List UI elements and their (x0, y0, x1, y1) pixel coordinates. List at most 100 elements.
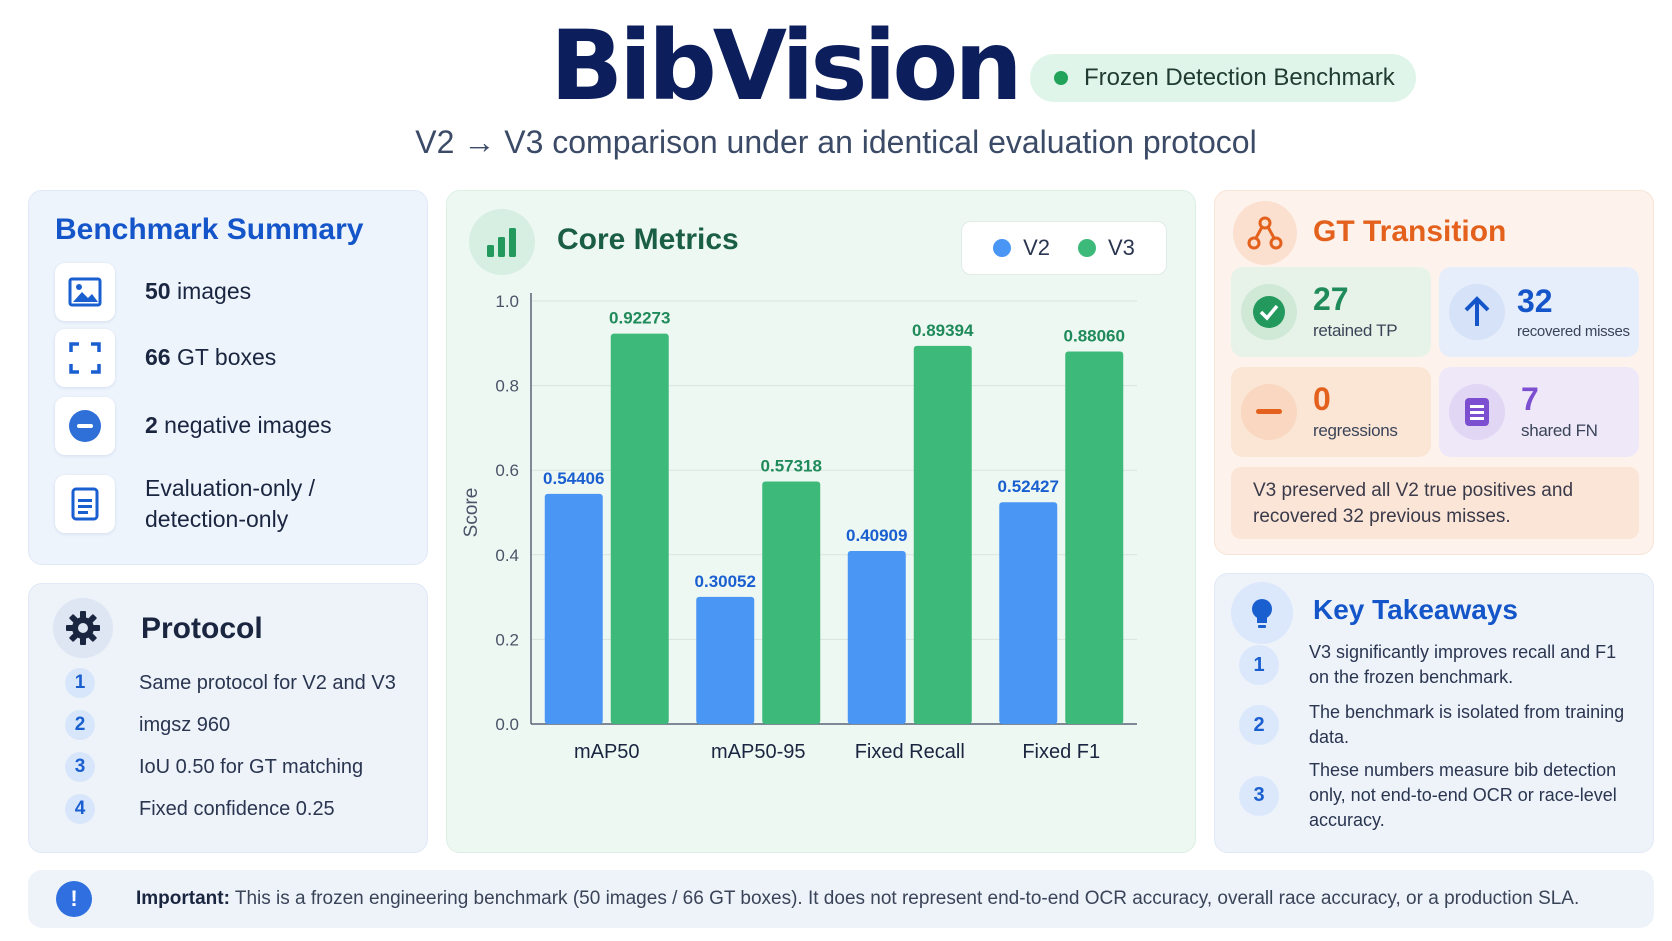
summary-text: 50 images (145, 278, 252, 305)
y-tick-label: 0.0 (495, 715, 519, 734)
gt-transition-card: GT Transition 27 retained TP 32 recovere… (1214, 190, 1654, 555)
badge-label: Frozen Detection Benchmark (1084, 64, 1395, 91)
core-metrics-card: Core Metrics V2 V3 0.0 0.2 0.4 0.6 0.8 1.0 Sco… (446, 190, 1196, 853)
minus-icon (55, 397, 115, 455)
retained-tp-value: 27 (1313, 281, 1349, 317)
benchmark-summary-card: Benchmark Summary 50 images 66 GT boxes … (28, 190, 428, 565)
protocol-step: 1 Same protocol for V2 and V3 (65, 668, 396, 698)
x-tick-label: mAP50 (574, 741, 640, 763)
regressions-label: regressions (1313, 421, 1398, 440)
gt-transition-note: V3 preserved all V2 true positives and r… (1231, 467, 1639, 539)
gt-tile-shared-fn: 7 shared FN (1439, 367, 1639, 457)
summary-item-evaluation-only: Evaluation-only / detection-only (55, 473, 315, 535)
protocol-card: Protocol 1 Same protocol for V2 and V3 2… (28, 583, 428, 853)
summary-text: 66 GT boxes (145, 344, 277, 371)
page-title: BibVision (550, 10, 1023, 122)
y-tick-label: 0.2 (495, 630, 519, 649)
step-number: 1 (65, 668, 95, 698)
core-metrics-title: Core Metrics (557, 223, 739, 256)
legend-item-v2: V2 (993, 235, 1050, 261)
y-tick-label: 1.0 (495, 292, 519, 311)
summary-text: 2 negative images (145, 412, 332, 439)
summary-text: Evaluation-only / detection-only (145, 475, 316, 533)
step-text: Fixed confidence 0.25 (139, 797, 335, 820)
retained-tp-label: retained TP (1313, 321, 1398, 340)
lightbulb-icon (1231, 582, 1293, 644)
gt-transition-title: GT Transition (1313, 215, 1507, 248)
key-takeaways-title: Key Takeaways (1313, 594, 1518, 625)
gt-tile-recovered-misses: 32 recovered misses (1439, 267, 1639, 357)
status-dot-icon (1054, 71, 1068, 85)
gt-tile-retained-tp: 27 retained TP (1231, 267, 1431, 357)
bar-v3 (762, 481, 821, 724)
step-text: IoU 0.50 for GT matching (139, 755, 364, 778)
protocol-title: Protocol (141, 612, 263, 645)
y-tick-label: 0.4 (495, 546, 519, 565)
step-number: 4 (65, 794, 95, 824)
bounding-box-icon (55, 329, 115, 387)
data-label: 0.92273 (609, 309, 670, 328)
takeaway-number: 2 (1239, 705, 1279, 746)
footer-text: Important: This is a frozen engineering … (136, 888, 1580, 909)
list-icon (1449, 384, 1505, 440)
protocol-step: 3 IoU 0.50 for GT matching (65, 752, 363, 782)
takeaway-item: 2 The benchmark is isolated from trainin… (1239, 700, 1639, 750)
takeaway-number: 1 (1239, 645, 1279, 686)
image-icon (55, 263, 115, 321)
data-label: 0.57318 (761, 457, 822, 476)
gear-icon (53, 598, 113, 658)
step-text: Same protocol for V2 and V3 (139, 671, 396, 694)
y-axis-label: Score (461, 488, 482, 538)
check-icon (1241, 284, 1297, 340)
shared-fn-label: shared FN (1521, 421, 1598, 440)
recovered-misses-label: recovered misses (1517, 322, 1630, 340)
takeaway-item: 3 These numbers measure bib detection on… (1239, 758, 1639, 834)
bar-v2 (696, 596, 755, 724)
summary-item-images: 50 images (55, 263, 251, 321)
legend-swatch-v3 (1078, 239, 1096, 257)
key-takeaways-card: Key Takeaways 1 V3 significantly improve… (1214, 573, 1654, 853)
important-footer: ! Important: This is a frozen engineerin… (28, 870, 1654, 928)
takeaway-text: These numbers measure bib detection only… (1309, 760, 1617, 831)
legend-swatch-v2 (993, 239, 1012, 257)
bar-v2 (999, 502, 1058, 724)
takeaway-text: The benchmark is isolated from training … (1309, 702, 1625, 748)
protocol-step: 4 Fixed confidence 0.25 (65, 794, 335, 824)
bar-v2 (544, 493, 603, 724)
step-number: 3 (65, 752, 95, 782)
shared-fn-value: 7 (1521, 381, 1539, 417)
legend-label-v2: V2 (1023, 235, 1050, 260)
data-label: 0.54406 (543, 469, 604, 488)
data-label: 0.30052 (695, 572, 756, 591)
bar-chart-icon (469, 209, 535, 275)
legend-label-v3: V3 (1108, 235, 1135, 260)
y-tick-label: 0.8 (495, 377, 519, 396)
header: BibVision Frozen Detection Benchmark V2 … (0, 0, 1672, 170)
benchmark-summary-title: Benchmark Summary (55, 213, 364, 246)
data-label: 0.88060 (1064, 327, 1125, 346)
recovered-misses-value: 32 (1517, 282, 1553, 319)
x-tick-label: Fixed F1 (1022, 741, 1100, 763)
minus-icon (1241, 384, 1297, 440)
network-icon (1233, 201, 1297, 265)
protocol-step: 2 imgsz 960 (65, 710, 230, 740)
summary-item-gt-boxes: 66 GT boxes (55, 329, 276, 387)
document-icon (55, 475, 115, 534)
chart-legend: V2 V3 (961, 221, 1167, 275)
bar-chart: 0.0 0.2 0.4 0.6 0.8 1.0 Score 0.54406 0.92273 mAP… (461, 292, 1137, 763)
bar-v2 (847, 550, 906, 724)
takeaway-item: 1 V3 significantly improves recall and F… (1239, 640, 1639, 690)
x-tick-label: mAP50-95 (711, 741, 806, 763)
bar-v3 (913, 345, 972, 724)
y-tick-label: 0.6 (495, 461, 519, 480)
exclamation-icon: ! (56, 881, 92, 917)
step-text: imgsz 960 (139, 713, 231, 736)
data-label: 0.40909 (846, 526, 907, 545)
bar-v3 (1065, 351, 1124, 724)
data-label: 0.52427 (998, 477, 1059, 496)
takeaway-number: 3 (1239, 775, 1279, 816)
takeaway-text: V3 significantly improves recall and F1 … (1309, 642, 1617, 688)
regressions-value: 0 (1313, 381, 1331, 417)
arrow-up-icon (1449, 284, 1505, 340)
gt-tile-regressions: 0 regressions (1231, 367, 1431, 457)
